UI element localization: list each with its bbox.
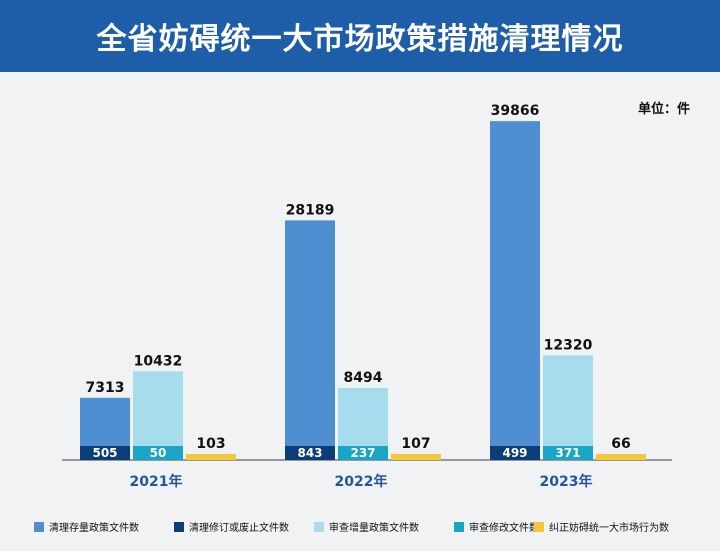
bar-value-label: 50 [150, 446, 167, 460]
legend-item: 审查修改文件数 [454, 519, 539, 534]
legend-item: 审查增量政策文件数 [314, 519, 419, 534]
x-tick-label: 2023年 [540, 473, 593, 490]
legend-item: 纠正妨碍统一大市场行为数 [534, 519, 669, 534]
bar-value-label: 237 [350, 446, 375, 460]
bar-value-label: 28189 [286, 202, 335, 218]
bar-value-label: 8494 [344, 370, 383, 386]
bar-0-2 [490, 121, 540, 460]
x-tick-label: 2022年 [335, 473, 388, 490]
legend-label: 审查修改文件数 [469, 523, 539, 534]
x-tick-label: 2021年 [130, 473, 183, 490]
page-title: 全省妨碍统一大市场政策措施清理情况 [96, 22, 624, 57]
bar-value-label: 103 [196, 436, 225, 452]
bar-value-label: 371 [555, 446, 580, 460]
title-banner: 全省妨碍统一大市场政策措施清理情况 [0, 0, 720, 72]
bar-value-label: 7313 [86, 380, 125, 396]
legend-item: 清理存量政策文件数 [34, 519, 139, 534]
legend-label: 纠正妨碍统一大市场行为数 [549, 523, 669, 534]
legend-label: 清理存量政策文件数 [49, 523, 139, 534]
bar-value-label: 39866 [491, 103, 540, 119]
bar-2-2 [543, 355, 593, 460]
bar-4-2 [596, 454, 646, 460]
legend-label: 审查增量政策文件数 [329, 523, 419, 534]
bar-0-1 [285, 220, 335, 460]
bar-3-1 [338, 446, 388, 460]
bar-1-0 [80, 446, 130, 460]
bar-value-label: 499 [502, 446, 527, 460]
bar-2-0 [133, 371, 183, 460]
bar-value-label: 505 [92, 446, 117, 460]
bar-value-label: 10432 [134, 353, 183, 369]
bar-value-label: 66 [611, 436, 630, 452]
bar-3-0 [133, 446, 183, 460]
legend-swatch [314, 521, 324, 532]
bar-1-1 [285, 446, 335, 460]
bar-value-label: 12320 [544, 337, 593, 353]
chart-legend: 清理存量政策文件数 清理修订或废止文件数 审查增量政策文件数 审查修改文件数 纠正妨碍统… [34, 519, 694, 537]
legend-swatch [534, 521, 544, 532]
unit-label: 单位：件 [637, 102, 690, 117]
legend-label: 清理修订或废止文件数 [189, 523, 289, 534]
legend-item: 清理修订或废止文件数 [174, 519, 289, 534]
legend-swatch [34, 521, 44, 532]
bar-3-2 [543, 446, 593, 460]
bar-4-0 [186, 454, 236, 460]
bar-value-label: 843 [297, 446, 322, 460]
legend-swatch [174, 521, 184, 532]
bar-value-label: 107 [401, 436, 430, 452]
bar-4-1 [391, 454, 441, 460]
legend-swatch [454, 521, 464, 532]
chart-panel [0, 72, 720, 551]
bar-1-2 [490, 446, 540, 460]
